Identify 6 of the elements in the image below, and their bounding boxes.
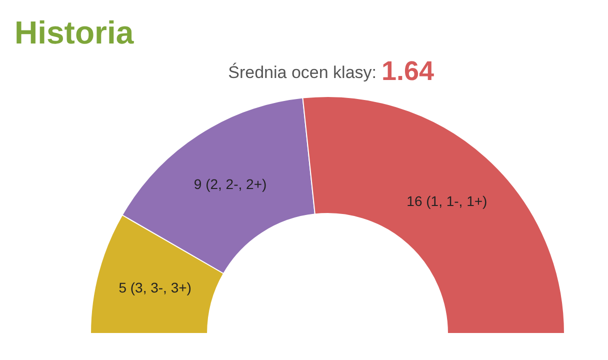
chart-subtitle: Średnia ocen klasy:: [228, 62, 377, 82]
chart-title: Historia: [14, 14, 134, 50]
data-label: 5 (3, 3-, 3+): [118, 279, 192, 296]
data-label: 9 (2, 2-, 2+): [194, 176, 267, 192]
text: 1.64: [382, 56, 434, 86]
data-label: 16 (1, 1-, 1+): [406, 192, 488, 209]
